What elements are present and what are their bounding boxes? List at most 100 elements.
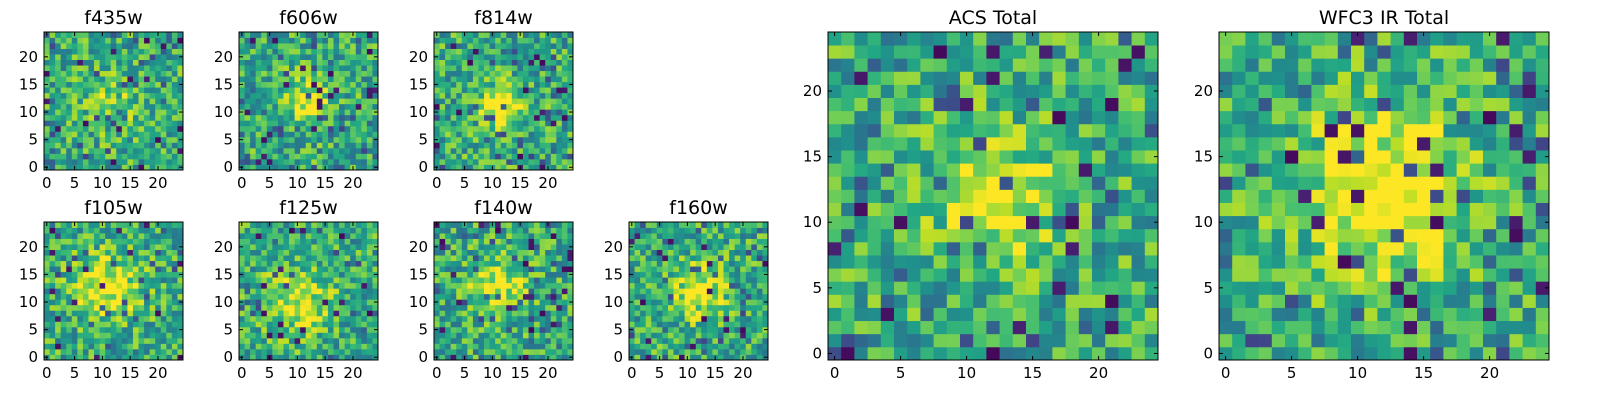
heatmap-cell [138,238,145,245]
heatmap-cell [294,255,301,262]
heatmap-cell [645,260,652,267]
heatmap-cell [550,326,557,333]
heatmap-cell [960,255,974,269]
heatmap-cell [484,37,490,44]
heatmap-cell [266,153,273,160]
heatmap-cell [82,288,89,295]
heatmap-cell [828,215,842,230]
heatmap-cell [461,120,468,127]
heatmap-cell [528,260,535,267]
heatmap-cell [66,260,73,267]
heatmap-cell [539,59,546,66]
heatmap-cell [261,271,268,278]
y-tick-label: 20 [409,238,428,256]
heatmap-cell [511,310,518,317]
heatmap-cell [933,333,948,348]
heatmap-cell [300,131,307,138]
heatmap-cell [712,343,719,350]
heatmap-cell [640,304,647,311]
heatmap-cell [277,326,284,333]
heatmap-cell [656,238,663,245]
heatmap-cell [450,147,457,154]
heatmap-cell [522,227,529,234]
heatmap-cell [344,315,351,322]
heatmap-cell [673,304,680,311]
heatmap-cell [1118,333,1132,348]
heatmap-cell [1012,202,1027,217]
heatmap-cell [673,315,680,322]
heatmap-cell [517,266,524,273]
heatmap-cell [49,164,56,171]
heatmap-cell [327,282,334,289]
heatmap-cell [255,293,262,300]
heatmap-cell [484,59,490,66]
heatmap-cell [684,282,691,289]
heatmap-cell [684,293,691,300]
heatmap-cell [1012,281,1027,295]
heatmap-cell [138,87,145,94]
heatmap-cell [350,103,357,110]
heatmap-cell [116,136,123,143]
heatmap-cell [355,326,362,333]
heatmap-cell [110,87,117,94]
heatmap-cell [105,266,112,273]
heatmap-cell [316,293,323,300]
heatmap-cell [144,271,151,278]
heatmap-cell [467,147,474,154]
y-tick-label: 0 [418,158,428,176]
heatmap-cell [511,304,518,311]
heatmap-cell [60,288,67,295]
heatmap-cell [434,147,440,154]
heatmap-cell [522,304,529,311]
heatmap-cell [127,125,134,132]
heatmap-cell [283,348,290,355]
heatmap-cell [261,92,268,99]
heatmap-cell [467,54,474,60]
heatmap-cell [1026,333,1040,348]
heatmap-cell [445,158,452,165]
heatmap-cell [762,255,769,262]
heatmap-cell [434,304,440,311]
heatmap-cell [44,233,50,239]
heatmap-cell [528,288,535,295]
heatmap-cell [478,337,485,344]
heatmap-cell [467,260,474,267]
heatmap-cell [316,147,323,154]
heatmap-cell [266,109,273,116]
heatmap-cell [651,321,658,328]
heatmap-cell [244,65,251,72]
heatmap-cell [1026,150,1040,164]
heatmap-cell [127,233,134,239]
heatmap-cell [740,293,747,300]
heatmap-cell [261,227,268,234]
heatmap-cell [239,277,245,284]
heatmap-cell [506,337,513,344]
heatmap-cell [333,310,340,317]
heatmap-cell [933,307,948,322]
heatmap-cell [506,109,513,116]
heatmap-cell [350,98,357,105]
heatmap-cell [327,310,334,317]
heatmap-cell [283,158,290,165]
heatmap-cell [327,293,334,300]
heatmap-cell [478,354,485,361]
heatmap-cell [116,266,123,273]
heatmap-cell [907,255,921,269]
y-tick-label: 10 [409,103,428,121]
heatmap-cell [244,32,251,38]
heatmap-cell [105,142,112,149]
heatmap-cell [445,109,452,116]
heatmap-cell [116,76,123,83]
heatmap-cell [506,293,513,300]
heatmap-cell [450,304,457,311]
heatmap-cell [344,153,351,160]
heatmap-cell [667,277,674,284]
heatmap-cell [894,176,908,190]
heatmap-cell [434,125,440,132]
heatmap-cell [439,288,446,295]
heatmap-cell [506,348,513,355]
heatmap-cell [528,103,535,110]
heatmap-cell [467,76,474,83]
heatmap-cell [350,87,357,94]
